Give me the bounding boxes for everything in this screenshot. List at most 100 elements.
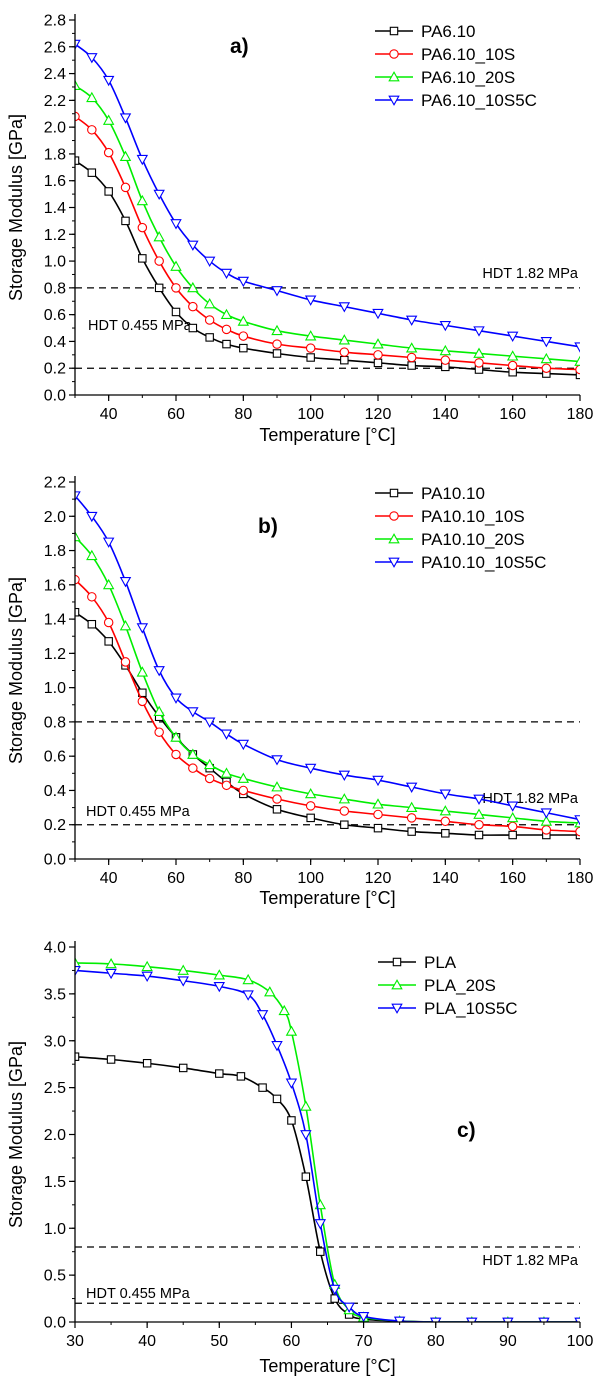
- chart-panel-0: HDT 1.82 MPa HDT 0.455 MPa PA6.10 PA6.10_10…: [6, 13, 593, 446]
- data-point: [103, 617, 114, 628]
- data-point: [256, 1010, 269, 1021]
- data-point: [473, 326, 485, 337]
- data-point: [86, 549, 98, 561]
- y-tick-label: 1.8: [44, 543, 66, 560]
- data-point: [75, 530, 81, 542]
- data-point: [328, 1284, 341, 1296]
- data-point: [221, 324, 232, 335]
- y-tick-label: 1.2: [44, 227, 66, 244]
- legend-marker: [389, 49, 399, 59]
- y-tick-label: 2.2: [44, 475, 66, 492]
- series-PA10.10_10S: [75, 574, 580, 837]
- series-PA10.10_20S: [75, 530, 580, 828]
- data-point: [171, 749, 181, 760]
- series-PA6.10_20S: [75, 79, 580, 366]
- data-point: [75, 39, 81, 51]
- data-point: [272, 805, 282, 814]
- y-tick-label: 2.6: [44, 39, 66, 56]
- data-point: [278, 1004, 290, 1016]
- legend-marker: [391, 1003, 403, 1014]
- data-point: [203, 717, 216, 728]
- data-point: [473, 347, 485, 358]
- y-tick-label: 1.2: [44, 646, 66, 663]
- legend-marker: [388, 95, 400, 106]
- data-point: [507, 360, 518, 371]
- x-tick-label: 50: [210, 1333, 228, 1350]
- y-tick-label: 2.4: [44, 66, 66, 83]
- x-tick-label: 160: [499, 406, 526, 423]
- y-tick-label: 4.0: [44, 940, 66, 957]
- data-point: [271, 781, 283, 792]
- y-tick-label: 1.8: [44, 146, 66, 163]
- panel-label: b): [258, 515, 278, 538]
- data-point: [271, 286, 283, 297]
- data-point: [215, 1069, 224, 1078]
- data-point: [440, 355, 451, 365]
- data-point: [340, 820, 349, 829]
- data-point: [474, 830, 484, 840]
- data-point: [188, 323, 198, 333]
- data-point: [407, 827, 416, 836]
- data-point: [272, 794, 282, 804]
- data-point: [75, 966, 81, 977]
- legend-label: PA6.10_10S5C: [421, 91, 537, 110]
- y-tick-label: 1.5: [44, 1174, 66, 1191]
- legend-label: PA10.10_10S: [421, 507, 525, 526]
- data-point: [575, 826, 580, 837]
- series-PA6.10: [75, 156, 580, 380]
- data-point: [102, 578, 115, 590]
- data-point: [75, 957, 81, 968]
- data-point: [338, 770, 351, 781]
- y-tick-label: 1.6: [44, 577, 66, 594]
- data-point: [86, 91, 98, 103]
- data-point: [87, 125, 97, 135]
- data-point: [304, 787, 317, 799]
- series-PA6.10_10S5C: [75, 39, 580, 353]
- data-point: [136, 194, 149, 206]
- series-line: [75, 536, 580, 824]
- legend-label: PLA_20S: [424, 976, 496, 995]
- y-tick-label: 0.8: [44, 280, 66, 297]
- data-point: [406, 813, 417, 823]
- y-axis-title: Storage Modulus [GPa]: [6, 114, 26, 301]
- legend-label: PA10.10_10S5C: [421, 553, 546, 572]
- data-point: [75, 491, 81, 502]
- data-point: [301, 1172, 311, 1181]
- x-tick-label: 60: [167, 406, 185, 423]
- data-point: [236, 1072, 246, 1081]
- y-tick-label: 2.0: [44, 120, 66, 137]
- x-tick-label: 90: [499, 1333, 517, 1350]
- data-point: [103, 147, 114, 158]
- data-point: [466, 1317, 478, 1322]
- hdt-label: HDT 1.82 MPa: [482, 266, 579, 282]
- data-point: [187, 281, 199, 293]
- data-point: [141, 971, 153, 982]
- data-point: [237, 772, 250, 783]
- data-point: [339, 347, 350, 357]
- legend-marker: [389, 511, 399, 521]
- y-tick-label: 1.0: [44, 1221, 66, 1238]
- x-axis-title: Temperature [°C]: [259, 1356, 395, 1376]
- data-point: [75, 79, 81, 91]
- data-point: [439, 789, 452, 800]
- data-point: [104, 637, 113, 646]
- x-tick-label: 100: [297, 406, 324, 423]
- y-tick-label: 3.5: [44, 986, 66, 1003]
- data-point: [540, 815, 553, 826]
- series-line: [75, 43, 580, 348]
- legend-label: PA6.10_20S: [421, 68, 515, 87]
- data-point: [119, 150, 132, 161]
- data-point: [304, 295, 317, 306]
- data-point: [187, 748, 199, 759]
- data-point: [137, 696, 148, 707]
- legend-marker: [388, 533, 400, 544]
- legend-marker: [388, 71, 400, 82]
- data-point: [300, 1100, 312, 1111]
- y-tick-label: 1.0: [44, 680, 66, 697]
- data-point: [338, 793, 351, 804]
- data-point: [102, 114, 115, 125]
- data-point: [541, 363, 552, 373]
- data-point: [138, 254, 147, 263]
- x-tick-label: 100: [297, 870, 324, 887]
